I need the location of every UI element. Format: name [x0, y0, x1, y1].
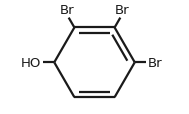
Text: Br: Br: [114, 4, 129, 17]
Text: Br: Br: [147, 56, 162, 69]
Text: HO: HO: [21, 56, 42, 69]
Text: Br: Br: [60, 4, 75, 17]
